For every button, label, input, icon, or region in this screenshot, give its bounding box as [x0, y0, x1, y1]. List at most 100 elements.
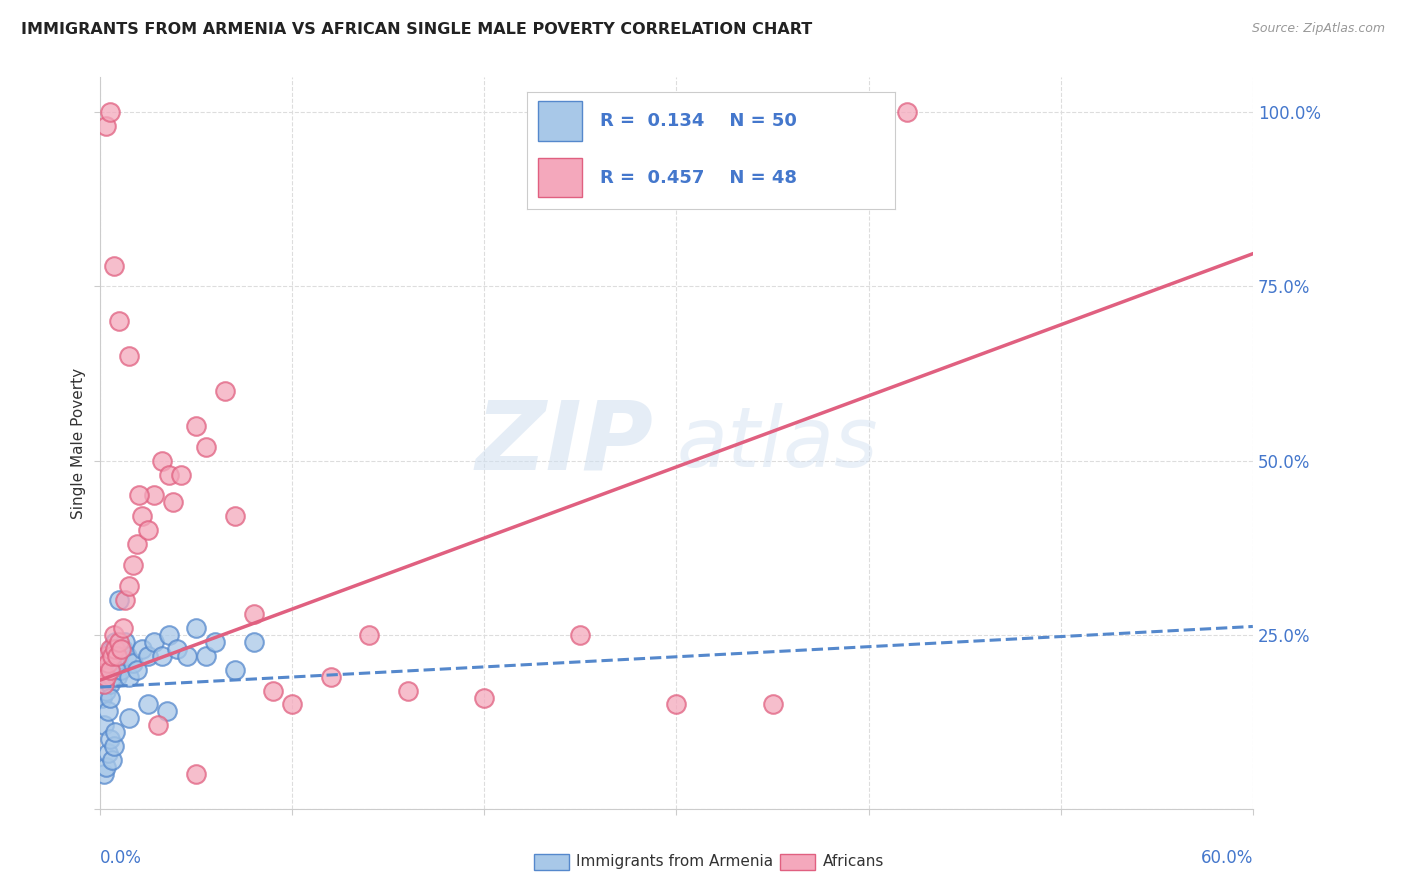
Point: [128, 488, 150, 502]
Point: [142, 488, 165, 502]
Point: [142, 634, 165, 648]
Point: [170, 467, 193, 482]
Point: [176, 648, 198, 663]
Point: [281, 698, 304, 712]
Point: [91, 663, 114, 677]
Point: [262, 683, 284, 698]
Text: atlas: atlas: [676, 402, 879, 483]
Point: [204, 634, 226, 648]
Point: [359, 628, 381, 642]
Point: [93, 767, 115, 781]
Point: [243, 634, 266, 648]
Point: [100, 641, 122, 656]
Point: [98, 732, 121, 747]
Point: [107, 670, 129, 684]
Point: [103, 259, 125, 273]
Point: [104, 725, 127, 739]
Text: ZIP: ZIP: [475, 397, 654, 490]
Text: 60.0%: 60.0%: [1201, 849, 1253, 867]
Point: [156, 705, 179, 719]
Point: [186, 621, 208, 635]
Point: [186, 418, 208, 433]
Text: Immigrants from Armenia: Immigrants from Armenia: [576, 855, 773, 869]
Point: [224, 663, 246, 677]
Point: [100, 753, 122, 767]
Point: [186, 767, 208, 781]
Point: [146, 718, 169, 732]
Point: [114, 634, 136, 648]
Point: [91, 690, 114, 705]
Point: [319, 670, 342, 684]
Point: [103, 663, 125, 677]
Point: [98, 690, 121, 705]
Point: [94, 670, 117, 684]
Point: [136, 524, 159, 538]
Point: [224, 509, 246, 524]
Point: [114, 593, 136, 607]
Point: [761, 698, 783, 712]
Point: [103, 628, 125, 642]
Point: [94, 760, 117, 774]
Point: [98, 663, 121, 677]
Point: [98, 676, 121, 690]
Text: 0.0%: 0.0%: [100, 849, 142, 867]
Point: [396, 683, 419, 698]
Point: [136, 698, 159, 712]
Point: [108, 314, 131, 328]
Point: [121, 656, 143, 670]
Point: [194, 440, 217, 454]
Point: [93, 718, 115, 732]
Point: [162, 495, 184, 509]
Point: [150, 648, 173, 663]
Point: [166, 641, 188, 656]
Point: [104, 641, 127, 656]
Point: [131, 641, 153, 656]
Point: [665, 698, 688, 712]
Text: Africans: Africans: [823, 855, 884, 869]
Point: [98, 105, 121, 120]
Point: [118, 349, 141, 363]
Point: [121, 558, 143, 573]
Point: [98, 641, 121, 656]
Point: [91, 663, 114, 677]
Point: [157, 467, 180, 482]
Y-axis label: Single Male Poverty: Single Male Poverty: [72, 368, 86, 519]
Point: [94, 683, 117, 698]
Point: [100, 648, 122, 663]
Point: [125, 537, 148, 551]
Text: IMMIGRANTS FROM ARMENIA VS AFRICAN SINGLE MALE POVERTY CORRELATION CHART: IMMIGRANTS FROM ARMENIA VS AFRICAN SINGL…: [21, 22, 813, 37]
Point: [243, 607, 266, 621]
Point: [93, 676, 115, 690]
Point: [108, 634, 131, 648]
Point: [104, 656, 127, 670]
Point: [125, 663, 148, 677]
Point: [118, 579, 141, 593]
Point: [94, 119, 117, 133]
Point: [97, 656, 120, 670]
Point: [98, 663, 121, 677]
Point: [118, 670, 141, 684]
Point: [115, 648, 138, 663]
Point: [108, 593, 131, 607]
Point: [150, 453, 173, 467]
Point: [97, 746, 120, 760]
Point: [103, 648, 125, 663]
Point: [131, 509, 153, 524]
Point: [94, 648, 117, 663]
Point: [112, 621, 135, 635]
Point: [569, 628, 592, 642]
Point: [157, 628, 180, 642]
Point: [136, 648, 159, 663]
Point: [100, 670, 122, 684]
Point: [112, 641, 135, 656]
Point: [194, 648, 217, 663]
Point: [108, 648, 131, 663]
Point: [896, 105, 918, 120]
Point: [214, 384, 236, 398]
Point: [472, 690, 495, 705]
Point: [93, 676, 115, 690]
Point: [110, 663, 132, 677]
Point: [97, 656, 120, 670]
Point: [118, 711, 141, 725]
Point: [94, 670, 117, 684]
